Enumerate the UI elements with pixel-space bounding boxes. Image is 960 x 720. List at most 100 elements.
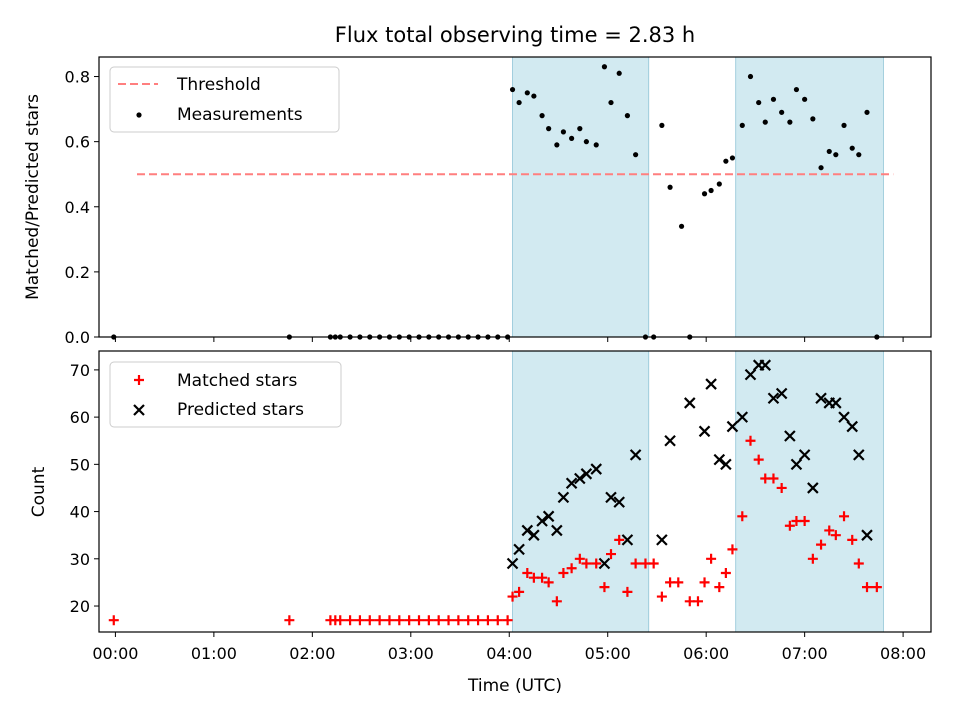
top-shaded-intervals [512, 56, 884, 338]
predicted-star-marker [713, 453, 726, 466]
predicted-star-marker [807, 482, 819, 494]
x-tick-label: 07:00 [782, 644, 828, 663]
matched-star-marker [807, 553, 818, 564]
matched-star-marker [433, 615, 444, 626]
measurement-point [560, 129, 567, 135]
matched-star-marker [614, 534, 625, 545]
measurement-point [554, 142, 560, 148]
measurement-point [708, 187, 714, 194]
matched-star-marker [374, 615, 385, 626]
predicted-star-marker [830, 397, 842, 409]
matched-star-marker [768, 473, 779, 484]
predicted-star-marker [775, 387, 788, 400]
predicted-star-marker [798, 449, 811, 461]
y-tick-label: 0.4 [65, 198, 90, 217]
shaded-interval [512, 56, 650, 338]
top-plot-panel: 0.00.20.40.60.8 Matched/Predicted stars … [23, 56, 932, 347]
y-tick-label: 0.0 [65, 328, 90, 347]
count-points [108, 359, 882, 626]
measurement-point [787, 119, 793, 125]
matched-star-marker [776, 482, 787, 493]
predicted-star-marker [846, 420, 859, 433]
matched-star-marker [606, 549, 616, 560]
measurement-point [739, 122, 745, 128]
matched-star-marker [108, 615, 119, 626]
matched-star-marker [753, 454, 764, 465]
legend-measurement-label: Measurements [177, 105, 303, 125]
matched-star-marker [727, 544, 738, 555]
matched-star-marker [816, 539, 827, 550]
matched-star-marker [706, 553, 717, 564]
matched-star-marker [591, 558, 602, 569]
bottom-x-axis-ticks: 00:00 01:00 02:00 03:00 04:00 05:00 06:00 07:00… [92, 632, 926, 663]
x-tick-label: 00:00 [92, 644, 138, 663]
top-legend: Threshold Measurements [109, 66, 340, 133]
measurement-point [841, 122, 847, 128]
x-tick-label: 01:00 [191, 644, 237, 663]
predicted-star-marker [683, 397, 696, 409]
matched-star-marker [551, 596, 562, 607]
y-tick-label: 70 [70, 361, 90, 380]
predicted-star-marker [767, 392, 780, 405]
legend-threshold-label: Threshold [176, 75, 261, 95]
matched-star-marker [737, 511, 748, 522]
measurement-point [608, 99, 614, 106]
matched-star-marker [853, 558, 864, 569]
bottom-y-axis-label: Count [29, 466, 49, 517]
matched-star-marker [384, 615, 395, 626]
measurement-point [747, 73, 754, 80]
matched-star-marker [830, 530, 841, 541]
matched-star-marker [699, 577, 710, 588]
matched-star-marker [714, 582, 725, 593]
measurement-point [756, 99, 762, 106]
measurement-point [516, 99, 522, 106]
y-tick-label: 0.6 [65, 133, 90, 152]
matched-star-marker [414, 615, 424, 626]
matched-star-marker [463, 615, 474, 626]
matched-star-marker [354, 615, 365, 626]
measurement-point [583, 139, 589, 145]
shaded-interval [512, 350, 650, 633]
matched-star-marker [473, 615, 484, 626]
predicted-star-marker [528, 529, 540, 541]
predicted-star-marker [656, 534, 668, 546]
y-tick-label: 20 [70, 597, 90, 616]
legend-box [109, 66, 340, 133]
measurement-point [577, 126, 583, 132]
measurement-point [723, 158, 729, 164]
predicted-star-marker [133, 404, 145, 416]
x-tick-label: 08:00 [880, 644, 926, 663]
predicted-star-marker [736, 411, 749, 423]
measurement-point [546, 126, 552, 132]
measurement-point [833, 152, 839, 158]
measurement-point [601, 64, 608, 70]
legend-predicted-label: Predicted stars [177, 400, 304, 420]
predicted-star-marker [513, 543, 525, 556]
measurement-point [569, 135, 575, 141]
measurement-point [793, 86, 800, 93]
x-tick-label: 06:00 [683, 644, 729, 663]
bottom-plot-panel: 20 30 40 50 60 70 00:00 01:00 02:00 03:00 04:00 05… [29, 350, 932, 696]
predicted-star-marker [605, 491, 617, 504]
matched-star-marker [522, 567, 533, 578]
matched-star-marker [284, 615, 295, 626]
matched-star-marker [492, 615, 503, 626]
x-tick-label: 03:00 [388, 644, 434, 663]
matched-star-marker [673, 577, 684, 588]
predicted-star-marker [759, 359, 772, 371]
matched-star-marker [745, 435, 756, 446]
predicted-star-marker [613, 496, 625, 508]
measurement-point [633, 152, 639, 158]
x-tick-label: 02:00 [289, 644, 335, 663]
measurement-point [779, 109, 785, 115]
measurement-point [539, 113, 545, 119]
matched-star-marker [630, 558, 641, 569]
matched-star-marker [784, 520, 795, 531]
x-tick-label: 04:00 [486, 644, 532, 663]
matched-star-marker [364, 615, 375, 626]
predicted-star-marker [705, 378, 717, 390]
measurement-point [667, 184, 673, 190]
matched-star-marker [345, 615, 356, 626]
measurement-point [729, 155, 736, 161]
matched-star-marker [482, 615, 493, 626]
